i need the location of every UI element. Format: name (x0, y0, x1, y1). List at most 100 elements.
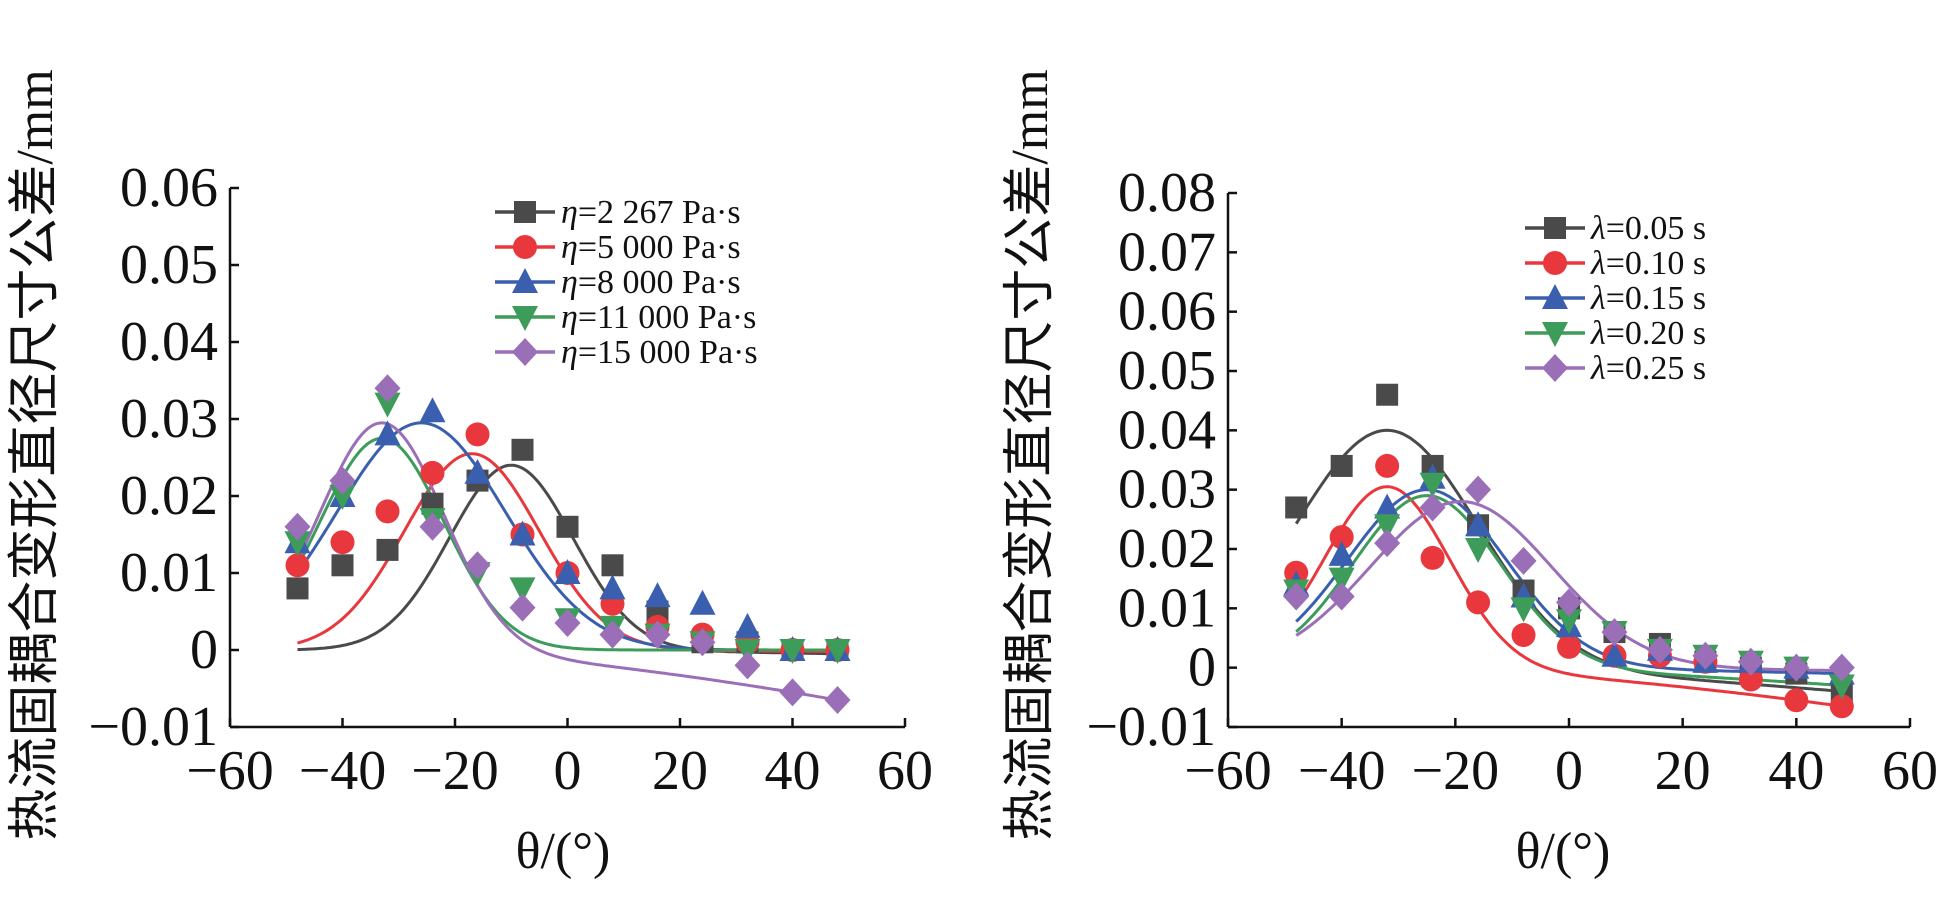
data-point (376, 538, 399, 561)
legend-label: η=8 000 Pa·s (561, 264, 741, 301)
y-tick-label: 0 (190, 619, 218, 681)
y-axis-label: 热流固耦合变形直径尺寸公差/mm (7, 69, 64, 840)
data-point (465, 422, 490, 447)
legend-marker (1543, 251, 1567, 275)
data-point (1510, 546, 1537, 575)
x-tick-label: −20 (411, 740, 499, 802)
y-tick-label: 0.05 (1118, 340, 1216, 402)
x-tick-label: 20 (1655, 740, 1711, 802)
legend-marker (512, 338, 538, 366)
x-tick-label: −40 (1298, 740, 1386, 802)
chart-2: −0.0100.010.020.030.040.050.060.070.08−6… (1002, 69, 1937, 880)
y-tick-label: 0.06 (1118, 281, 1216, 343)
data-point (511, 438, 534, 461)
legend-marker (1542, 322, 1568, 347)
data-point (284, 512, 311, 541)
data-point (1419, 493, 1446, 522)
data-point (1285, 496, 1308, 519)
legend-marker (1544, 217, 1566, 239)
data-point (734, 612, 761, 638)
data-point (824, 639, 851, 664)
data-point (464, 458, 491, 484)
data-point (464, 551, 491, 580)
x-tick-label: 60 (1882, 740, 1937, 802)
data-point (419, 397, 446, 423)
x-tick-label: 40 (765, 740, 821, 802)
legend-label: η=15 000 Pa·s (561, 334, 758, 371)
legend-label: λ=0.20 s (1590, 315, 1706, 352)
legend-label: λ=0.10 s (1590, 245, 1706, 282)
x-tick-label: 60 (877, 740, 933, 802)
data-point (1556, 609, 1582, 635)
data-point (689, 589, 716, 615)
data-point (1329, 525, 1354, 550)
data-point (331, 554, 354, 577)
data-point (1783, 653, 1810, 682)
data-point (284, 531, 311, 557)
data-point (375, 499, 400, 524)
legend-label: η=5 000 Pa·s (561, 229, 741, 266)
data-point (374, 420, 401, 446)
x-tick-label: −20 (1412, 740, 1500, 802)
data-point (1328, 567, 1355, 593)
legend-marker (513, 235, 537, 259)
y-tick-label: −0.01 (1086, 696, 1216, 758)
legend: λ=0.05 sλ=0.10 sλ=0.15 sλ=0.20 sλ=0.25 s (1525, 210, 1706, 387)
legend-marker (512, 306, 538, 331)
y-tick-label: 0.06 (120, 157, 218, 219)
data-point (509, 520, 536, 546)
data-point (330, 530, 355, 555)
legend-marker (1542, 284, 1568, 309)
x-tick-label: 0 (1555, 740, 1583, 802)
legend-label: λ=0.15 s (1590, 280, 1706, 317)
y-axis-label: 热流固耦合变形直径尺寸公差/mm (1002, 69, 1059, 840)
y-tick-label: 0.02 (1118, 518, 1216, 580)
data-point (1420, 545, 1445, 570)
data-point (779, 639, 806, 664)
x-tick-label: 20 (652, 740, 708, 802)
data-point (1283, 582, 1310, 611)
data-point (1829, 694, 1854, 719)
data-point (1465, 538, 1492, 563)
y-tick-label: 0.03 (1118, 459, 1216, 521)
data-point (1646, 635, 1673, 664)
data-point (599, 574, 626, 600)
series-5 (1283, 475, 1855, 682)
data-point (1374, 529, 1401, 558)
data-point (1601, 618, 1628, 647)
y-tick-label: 0.03 (120, 388, 218, 450)
data-point (1374, 493, 1401, 519)
data-point (329, 485, 356, 510)
legend-label: η=11 000 Pa·s (561, 299, 756, 336)
x-tick-label: −60 (1184, 740, 1272, 802)
legend-label: η=2 267 Pa·s (561, 194, 741, 231)
y-tick-label: −0.01 (88, 696, 218, 758)
data-point (286, 577, 309, 600)
fit-curve (1294, 485, 1842, 708)
data-point (420, 460, 445, 485)
y-tick-label: 0.01 (120, 542, 218, 604)
series-3 (284, 397, 851, 661)
data-point (1375, 453, 1400, 478)
data-point (1692, 641, 1719, 670)
y-tick-label: 0.01 (1118, 577, 1216, 639)
y-tick-label: 0.02 (120, 465, 218, 527)
data-point (285, 553, 310, 578)
series-5 (284, 374, 851, 715)
data-point (1601, 641, 1628, 667)
y-tick-label: 0.05 (120, 234, 218, 296)
data-point (1828, 653, 1855, 682)
y-tick-label: 0.04 (1118, 399, 1216, 461)
data-point (1510, 597, 1537, 623)
data-point (689, 628, 716, 657)
data-point (644, 620, 671, 649)
data-point (374, 392, 401, 418)
data-point (554, 559, 581, 584)
data-point (779, 678, 806, 707)
data-point (734, 651, 761, 680)
data-point (1737, 647, 1764, 676)
data-point (601, 554, 624, 577)
data-point (509, 593, 536, 622)
data-point (824, 686, 851, 715)
